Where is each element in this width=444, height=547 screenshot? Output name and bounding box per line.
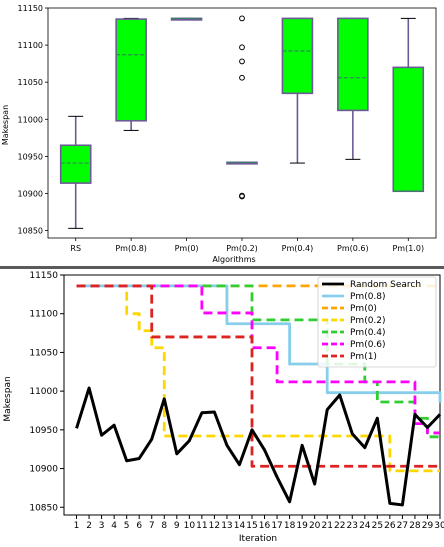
legend-label: Pm(0.6) (350, 340, 386, 350)
convergence-xtick-label: 12 (209, 521, 220, 531)
convergence-xtick-label: 27 (397, 521, 408, 531)
boxplot-xtick-label: Pm(1.0) (392, 244, 424, 253)
convergence-xtick-label: 16 (259, 521, 271, 531)
convergence-xtick-label: 19 (296, 521, 308, 531)
convergence-xtick-label: 10 (184, 521, 196, 531)
convergence-legend: Random Search Pm(0.8) Pm(0) Pm(0.2) Pm(0.4) P… (317, 276, 437, 368)
legend-label: Pm(0.4) (350, 328, 386, 338)
legend-label: Pm(0.8) (350, 292, 386, 302)
box-iqr (115, 18, 147, 122)
convergence-xtick-label: 2 (86, 521, 92, 531)
boxplot-xtick-label: RS (70, 244, 81, 253)
convergence-ytick-label: 11050 (29, 348, 58, 358)
panel-divider (0, 266, 444, 269)
convergence-xtick-label: 26 (384, 521, 396, 531)
convergence-xtick-label: 1 (74, 521, 80, 531)
boxplot-chart: 10850 10900 10950 11000 11050 11100 11150 RS Pm(… (1, 4, 437, 264)
box-outlier (239, 193, 245, 200)
boxplot-xlabel: Algorithms (212, 255, 255, 264)
convergence-xtick-label: 7 (149, 521, 155, 531)
legend-label: Pm(0.2) (350, 316, 386, 326)
convergence-ytick-label: 10900 (29, 465, 58, 475)
box-iqr (281, 17, 314, 95)
boxplot-xtick-label: Pm(0.6) (337, 244, 369, 253)
convergence-xtick-label: 18 (284, 521, 296, 531)
convergence-xtick-label: 17 (271, 521, 282, 531)
convergence-xtick-label: 24 (359, 521, 371, 531)
box-iqr (337, 17, 369, 112)
convergence-xtick-label: 11 (196, 521, 207, 531)
convergence-ytick-label: 11150 (29, 271, 58, 281)
box-outlier (239, 74, 245, 81)
boxplot-ytick-label: 11150 (18, 4, 43, 13)
convergence-ytick-label: 10950 (29, 426, 58, 436)
legend-label: Pm(0) (350, 304, 377, 314)
boxplot-ytick-label: 11100 (18, 41, 43, 50)
boxplot-xtick-label: Pm(0) (175, 244, 199, 253)
boxplot-ytick-label: 10900 (18, 189, 43, 198)
boxplot-ytick-label: 10850 (18, 227, 43, 236)
convergence-xtick-label: 30 (434, 521, 444, 531)
convergence-xtick-label: 29 (422, 521, 434, 531)
boxplot-xtick-label: Pm(0.8) (115, 244, 147, 253)
series-line (76, 284, 440, 473)
boxplot-ytick-label: 11050 (18, 78, 43, 87)
boxplot-panel: 10850 10900 10950 11000 11050 11100 11150 RS Pm(… (0, 0, 444, 266)
convergence-xtick-label: 3 (99, 521, 105, 531)
series-line (76, 284, 442, 403)
convergence-xtick-label: 14 (234, 521, 246, 531)
convergence-xtick-label: 22 (334, 521, 345, 531)
convergence-xtick-label: 6 (136, 521, 142, 531)
convergence-xtick-label: 23 (347, 521, 358, 531)
boxplot-ytick-label: 11000 (18, 115, 43, 124)
boxplot-ylabel: Makespan (1, 105, 10, 145)
convergence-ytick-label: 11000 (29, 387, 58, 397)
box-outlier (239, 15, 245, 22)
convergence-panel: 10850 10900 10950 11000 11050 11100 11150 1 2 3 4 5… (0, 269, 444, 544)
legend-label: Pm(1) (350, 352, 377, 362)
convergence-xtick-label: 13 (221, 521, 232, 531)
convergence-xtick-label: 5 (124, 521, 130, 531)
legend-box (317, 276, 437, 368)
convergence-xtick-label: 28 (409, 521, 421, 531)
convergence-xtick-label: 8 (161, 521, 167, 531)
convergence-xtick-label: 9 (174, 521, 180, 531)
convergence-ytick-label: 11100 (29, 310, 58, 320)
convergence-xtick-label: 15 (246, 521, 257, 531)
box-iqr (59, 144, 92, 184)
boxplot-ytick-label: 10950 (18, 152, 43, 161)
convergence-ylabel: Makespan (3, 376, 13, 421)
box-outlier (239, 58, 245, 65)
convergence-xtick-label: 21 (321, 521, 332, 531)
series-line (76, 284, 440, 468)
convergence-xtick-label: 20 (309, 521, 321, 531)
convergence-xlabel: Iteration (239, 534, 277, 543)
convergence-ytick-label: 10850 (29, 503, 58, 513)
box-iqr (392, 66, 425, 193)
boxplot-frame (47, 7, 437, 239)
series-line (75, 386, 442, 507)
convergence-xtick-label: 25 (372, 521, 383, 531)
boxplot-xtick-label: Pm(0.4) (282, 244, 314, 253)
boxplot-xtick-label: Pm(0.2) (226, 244, 258, 253)
convergence-xtick-label: 4 (111, 521, 117, 531)
box-outlier (239, 44, 245, 51)
legend-label: Random Search (350, 280, 421, 290)
